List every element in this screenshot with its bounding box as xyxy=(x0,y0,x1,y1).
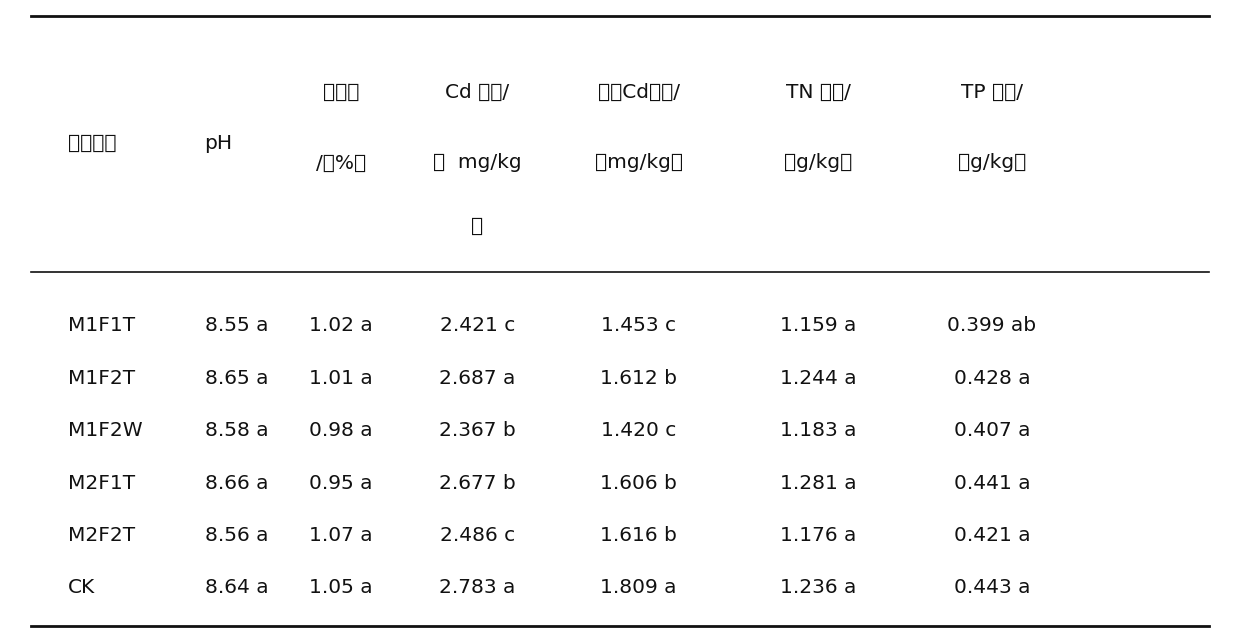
Text: 2.783 a: 2.783 a xyxy=(439,578,516,597)
Text: M1F1T: M1F1T xyxy=(68,316,135,335)
Text: 1.02 a: 1.02 a xyxy=(309,316,373,335)
Text: 1.606 b: 1.606 b xyxy=(600,473,677,493)
Text: 2.367 b: 2.367 b xyxy=(439,421,516,440)
Text: 0.399 ab: 0.399 ab xyxy=(947,316,1037,335)
Text: 0.407 a: 0.407 a xyxy=(954,421,1030,440)
Text: 1.236 a: 1.236 a xyxy=(780,578,857,597)
Text: 1.07 a: 1.07 a xyxy=(309,526,373,545)
Text: M2F1T: M2F1T xyxy=(68,473,135,493)
Text: 1.05 a: 1.05 a xyxy=(309,578,373,597)
Text: 1.01 a: 1.01 a xyxy=(309,369,373,388)
Text: M2F2T: M2F2T xyxy=(68,526,135,545)
Text: Cd 含量/: Cd 含量/ xyxy=(445,83,510,102)
Text: 0.421 a: 0.421 a xyxy=(954,526,1030,545)
Text: 2.677 b: 2.677 b xyxy=(439,473,516,493)
Text: CK: CK xyxy=(68,578,95,597)
Text: 8.56 a: 8.56 a xyxy=(205,526,268,545)
Text: 1.244 a: 1.244 a xyxy=(780,369,857,388)
Text: 8.64 a: 8.64 a xyxy=(205,578,268,597)
Text: M1F2W: M1F2W xyxy=(68,421,143,440)
Text: 2.421 c: 2.421 c xyxy=(440,316,515,335)
Text: 2.486 c: 2.486 c xyxy=(440,526,515,545)
Text: 0.98 a: 0.98 a xyxy=(309,421,373,440)
Text: TP 含量/: TP 含量/ xyxy=(961,83,1023,102)
Text: /（%）: /（%） xyxy=(316,153,366,173)
Text: 处理编号: 处理编号 xyxy=(68,134,117,153)
Text: ）: ） xyxy=(471,217,484,236)
Text: TN 含量/: TN 含量/ xyxy=(786,83,851,102)
Text: 1.183 a: 1.183 a xyxy=(780,421,857,440)
Text: 8.66 a: 8.66 a xyxy=(205,473,268,493)
Text: （mg/kg）: （mg/kg） xyxy=(595,153,682,173)
Text: 有效Cd含量/: 有效Cd含量/ xyxy=(598,83,680,102)
Text: （g/kg）: （g/kg） xyxy=(957,153,1027,173)
Text: 8.55 a: 8.55 a xyxy=(205,316,268,335)
Text: （  mg/kg: （ mg/kg xyxy=(433,153,522,173)
Text: 1.453 c: 1.453 c xyxy=(601,316,676,335)
Text: 8.58 a: 8.58 a xyxy=(205,421,268,440)
Text: 1.281 a: 1.281 a xyxy=(780,473,857,493)
Text: 0.428 a: 0.428 a xyxy=(954,369,1030,388)
Text: 1.612 b: 1.612 b xyxy=(600,369,677,388)
Text: 0.443 a: 0.443 a xyxy=(954,578,1030,597)
Text: 1.616 b: 1.616 b xyxy=(600,526,677,545)
Text: pH: pH xyxy=(205,134,233,153)
Text: 0.95 a: 0.95 a xyxy=(309,473,373,493)
Text: 1.176 a: 1.176 a xyxy=(780,526,857,545)
Text: 1.159 a: 1.159 a xyxy=(780,316,857,335)
Text: 0.441 a: 0.441 a xyxy=(954,473,1030,493)
Text: 8.65 a: 8.65 a xyxy=(205,369,268,388)
Text: M1F2T: M1F2T xyxy=(68,369,135,388)
Text: 2.687 a: 2.687 a xyxy=(439,369,516,388)
Text: （g/kg）: （g/kg） xyxy=(784,153,853,173)
Text: 有机质: 有机质 xyxy=(322,83,360,102)
Text: 1.809 a: 1.809 a xyxy=(600,578,677,597)
Text: 1.420 c: 1.420 c xyxy=(601,421,676,440)
